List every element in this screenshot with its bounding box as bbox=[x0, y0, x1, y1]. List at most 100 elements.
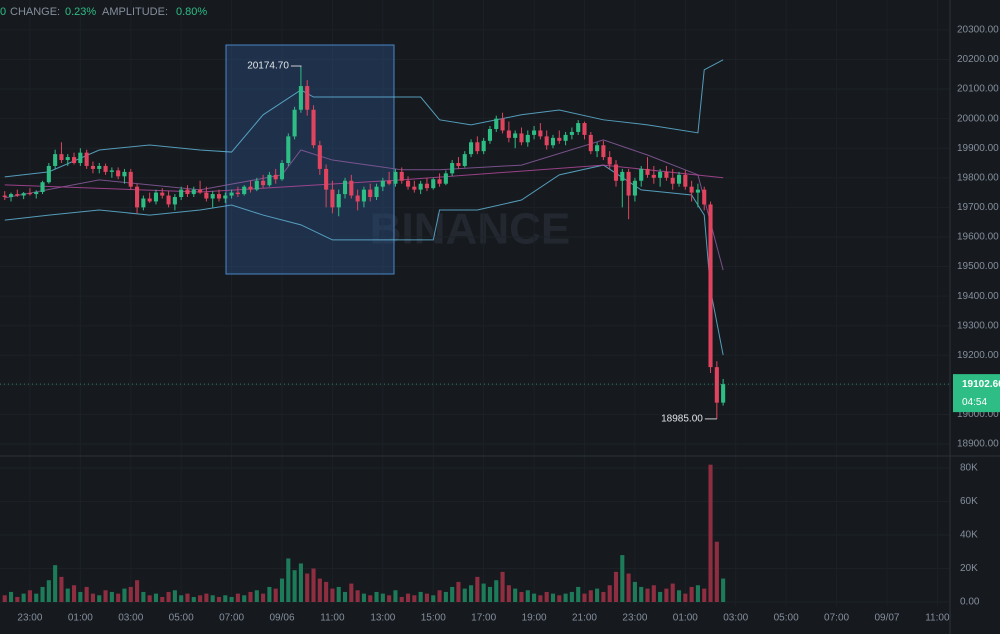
volume-bar bbox=[172, 590, 177, 602]
volume-bar bbox=[450, 586, 455, 602]
volume-bar bbox=[563, 593, 568, 602]
candle-body bbox=[424, 183, 429, 189]
volume-bar bbox=[620, 555, 625, 602]
volume-bar bbox=[229, 596, 234, 602]
volume-bar bbox=[569, 591, 574, 602]
volume-bar bbox=[330, 588, 335, 602]
volume-bar bbox=[462, 588, 467, 602]
volume-bar bbox=[324, 581, 329, 602]
candle-body bbox=[179, 189, 184, 198]
candle-body bbox=[103, 165, 108, 172]
candle-body bbox=[380, 180, 385, 187]
x-tick-label: 11:00 bbox=[320, 613, 345, 624]
candle-body bbox=[223, 195, 228, 199]
volume-bar bbox=[261, 593, 266, 602]
candle-body bbox=[349, 180, 354, 196]
volume-bar bbox=[103, 590, 108, 602]
y-tick-label: 19500.00 bbox=[957, 261, 999, 272]
volume-bar bbox=[544, 591, 549, 602]
volume-bar bbox=[361, 593, 366, 602]
candle-body bbox=[128, 171, 133, 187]
candle-body bbox=[235, 192, 240, 195]
candle-body bbox=[147, 198, 152, 202]
x-tick-label: 13:00 bbox=[370, 613, 395, 624]
candle-body bbox=[481, 140, 486, 152]
volume-bar bbox=[695, 585, 700, 602]
volume-bar bbox=[368, 595, 373, 602]
candle-body bbox=[393, 171, 398, 184]
grid bbox=[0, 0, 950, 606]
candle-body bbox=[355, 195, 360, 202]
volume-bar bbox=[185, 593, 190, 602]
x-tick-label: 01:00 bbox=[673, 613, 698, 624]
candle-body bbox=[116, 170, 121, 177]
volume-bar bbox=[500, 571, 505, 602]
candle-body bbox=[532, 130, 537, 135]
volume-bar bbox=[588, 590, 593, 602]
volume-bar bbox=[670, 583, 675, 602]
candle-body bbox=[443, 173, 448, 184]
volume-bar bbox=[538, 595, 543, 602]
volume-bar bbox=[254, 590, 259, 602]
y-tick-label: 40K bbox=[960, 530, 978, 541]
x-tick-label: 09/07 bbox=[874, 613, 899, 624]
x-tick-label: 03:00 bbox=[723, 613, 748, 624]
x-tick-label: 15:00 bbox=[421, 613, 446, 624]
volume-bar bbox=[437, 590, 442, 602]
volume-bar bbox=[8, 591, 14, 602]
candle-body bbox=[153, 192, 159, 202]
y-tick-label: 20300.00 bbox=[957, 25, 999, 36]
candle-body bbox=[374, 186, 379, 198]
candle-body bbox=[279, 163, 285, 180]
candle-body bbox=[626, 171, 631, 196]
volume-bar bbox=[355, 590, 360, 602]
volume-bar bbox=[424, 593, 429, 602]
volume-bar bbox=[557, 595, 562, 602]
volume-bar bbox=[632, 581, 637, 602]
candle-body bbox=[500, 118, 505, 131]
volume-bar bbox=[349, 583, 354, 602]
volume-bar bbox=[317, 578, 322, 602]
volume-bar bbox=[122, 588, 127, 602]
amplitude-label: AMPLITUDE: bbox=[102, 6, 168, 18]
candle-body bbox=[721, 384, 726, 403]
candle-body bbox=[135, 186, 140, 208]
y-tick-label: 20100.00 bbox=[957, 84, 999, 95]
y-tick-label: 60K bbox=[960, 496, 978, 507]
volume-bar bbox=[519, 591, 524, 602]
volume-bar bbox=[443, 591, 448, 602]
plot: 20174.70 18985.00 bbox=[0, 59, 950, 602]
volume-bar bbox=[399, 596, 404, 602]
volume-bar bbox=[613, 571, 619, 602]
candle-body bbox=[317, 145, 322, 169]
volume-bar bbox=[21, 593, 26, 602]
volume-bar bbox=[311, 568, 316, 602]
candle-body bbox=[292, 109, 297, 137]
volume-bar bbox=[658, 591, 663, 602]
candle-body bbox=[368, 189, 373, 198]
candle-body bbox=[229, 192, 234, 196]
candle-body bbox=[166, 195, 171, 205]
x-tick-label: 23:00 bbox=[622, 613, 647, 624]
candle-body bbox=[286, 136, 291, 164]
volume-bar bbox=[456, 581, 461, 602]
candle-body bbox=[34, 191, 39, 195]
price-tag-label: 19102.60 bbox=[962, 379, 1000, 390]
volume-bar bbox=[204, 593, 209, 602]
candle-body bbox=[576, 123, 581, 132]
candle-body bbox=[525, 134, 530, 143]
candle-body bbox=[342, 180, 348, 195]
candle-body bbox=[544, 136, 549, 146]
volume-bar bbox=[626, 573, 631, 602]
volume-bar bbox=[27, 590, 32, 602]
candle-body bbox=[450, 163, 455, 174]
volume-bar bbox=[393, 590, 398, 602]
volume-bar bbox=[702, 588, 707, 602]
volume-bar bbox=[160, 596, 165, 602]
candle-body bbox=[267, 174, 272, 186]
candle-body bbox=[40, 182, 45, 192]
volume-bar bbox=[607, 585, 612, 602]
volume-bar bbox=[513, 588, 518, 602]
candle-body bbox=[109, 170, 114, 172]
candle-body bbox=[122, 171, 127, 177]
